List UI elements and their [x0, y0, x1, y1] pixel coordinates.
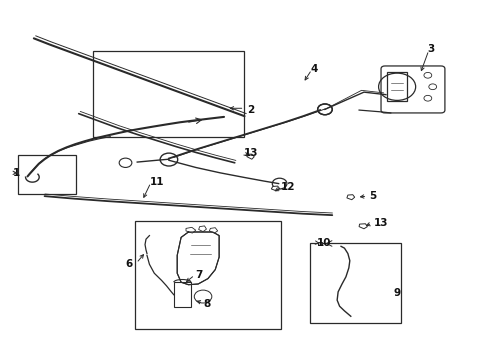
Bar	[173, 282, 190, 307]
Text: 8: 8	[203, 299, 210, 309]
Polygon shape	[271, 186, 279, 191]
Polygon shape	[198, 226, 206, 231]
Text: 2: 2	[246, 105, 254, 115]
Bar	[18, 155, 76, 194]
Text: 10: 10	[316, 238, 330, 248]
Text: 4: 4	[310, 64, 317, 74]
Bar	[135, 221, 281, 329]
Polygon shape	[177, 232, 219, 285]
Polygon shape	[185, 227, 195, 233]
Text: 12: 12	[281, 182, 295, 192]
Polygon shape	[318, 242, 321, 245]
Text: 11: 11	[149, 177, 163, 187]
Text: 6: 6	[125, 259, 132, 269]
Text: 13: 13	[243, 148, 258, 158]
Text: 7: 7	[195, 270, 203, 280]
Polygon shape	[246, 154, 254, 159]
Polygon shape	[358, 224, 366, 229]
Text: 3: 3	[427, 44, 434, 54]
Text: 5: 5	[368, 191, 375, 201]
Text: 13: 13	[373, 218, 387, 228]
Polygon shape	[209, 228, 217, 233]
Text: 9: 9	[392, 288, 400, 298]
Text: 1: 1	[13, 168, 20, 178]
Bar	[310, 243, 400, 323]
Polygon shape	[346, 195, 354, 200]
Bar	[93, 51, 244, 137]
